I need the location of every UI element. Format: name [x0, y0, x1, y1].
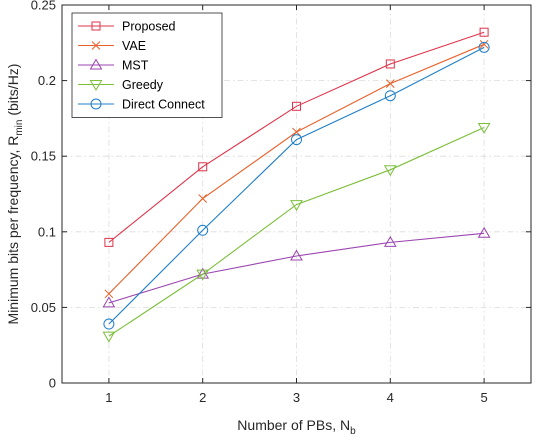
- legend-label-4: Direct Connect: [122, 98, 205, 112]
- data-point-4-1: [197, 224, 209, 236]
- data-point-2-3: [383, 235, 397, 247]
- legend-label-0: Proposed: [122, 20, 176, 34]
- legend: Proposed VAE MST Greedy Direct Connect: [71, 12, 223, 118]
- x-axis-title-main: Number of PBs, N: [237, 417, 350, 433]
- data-point-1-4: [479, 39, 489, 49]
- y-tick-label-4: 0.2: [38, 73, 56, 88]
- data-point-2-0: [102, 296, 116, 308]
- series-line-0: [108, 31, 485, 243]
- series-line-3: [108, 126, 485, 337]
- data-point-1-0: [104, 289, 114, 299]
- legend-marker-3: [89, 80, 103, 91]
- data-point-1-2: [292, 127, 301, 137]
- series-line-2: [108, 232, 485, 304]
- data-point-3-3: [383, 165, 397, 177]
- data-point-0-3: [385, 59, 395, 69]
- legend-entry-0: Proposed: [78, 20, 176, 34]
- data-point-3-1: [196, 269, 210, 281]
- x-axis-title: Number of PBs, Nb: [237, 417, 356, 437]
- y-tick-label-1: 0.05: [31, 300, 56, 315]
- data-point-4-3: [384, 90, 396, 102]
- data-point-2-1: [196, 267, 210, 279]
- x-tick-label-3: 4: [387, 390, 394, 405]
- y-tick-label-3: 0.15: [31, 149, 56, 164]
- x-tick-label-4: 5: [480, 390, 487, 405]
- data-point-0-2: [292, 101, 301, 111]
- series-group: [102, 27, 491, 343]
- x-tick-label-0: 1: [105, 390, 112, 405]
- series-line-4: [108, 46, 485, 325]
- y-tick-label-2: 0.1: [38, 224, 56, 239]
- data-point-3-0: [102, 331, 116, 343]
- series-3: [102, 122, 491, 343]
- x-tick-label-2: 3: [293, 390, 300, 405]
- data-point-2-4: [477, 226, 491, 238]
- data-point-4-0: [103, 318, 115, 330]
- legend-label-1: VAE: [122, 39, 146, 53]
- data-point-4-2: [291, 134, 302, 146]
- series-4: [103, 41, 490, 330]
- legend-entry-4: Direct Connect: [78, 98, 205, 112]
- legend-entry-3: Greedy: [78, 78, 164, 92]
- y-axis-title-unit: (bits/Hz): [5, 64, 21, 120]
- y-tick-label-5: 0.25: [31, 0, 56, 13]
- series-0: [104, 27, 489, 247]
- x-tick-label-1: 2: [199, 390, 206, 405]
- series-2: [102, 226, 491, 308]
- legend-entry-1: VAE: [78, 39, 146, 53]
- x-axis-title-subscript: b: [350, 426, 356, 437]
- legend-label-2: MST: [122, 59, 149, 73]
- legend-marker-4: [90, 98, 102, 110]
- data-point-3-4: [477, 122, 491, 134]
- data-point-0-4: [479, 27, 489, 37]
- y-tick-label-0: 0: [49, 376, 56, 391]
- y-axis-title-subscript: min: [14, 120, 25, 136]
- data-point-4-4: [478, 41, 490, 53]
- data-point-0-1: [198, 162, 208, 172]
- data-point-2-2: [290, 249, 303, 261]
- series-1: [104, 39, 489, 299]
- legend-marker-0: [91, 21, 101, 31]
- data-point-3-2: [290, 200, 303, 212]
- y-axis-title: Minimum bits per frequency, Rmin (bits/H…: [5, 64, 25, 325]
- y-axis-title-main: Minimum bits per frequency, R: [5, 136, 21, 325]
- axis-ticks: 1 2 3 4 5 0 0.05 0.1 0.15 0.2 0.25: [31, 0, 531, 405]
- data-point-0-0: [104, 237, 114, 247]
- legend-marker-1: [91, 41, 101, 50]
- data-point-1-3: [385, 79, 395, 88]
- legend-entry-2: MST: [78, 59, 149, 73]
- legend-marker-2: [89, 58, 103, 70]
- data-point-1-1: [198, 194, 208, 203]
- legend-label-3: Greedy: [122, 78, 164, 92]
